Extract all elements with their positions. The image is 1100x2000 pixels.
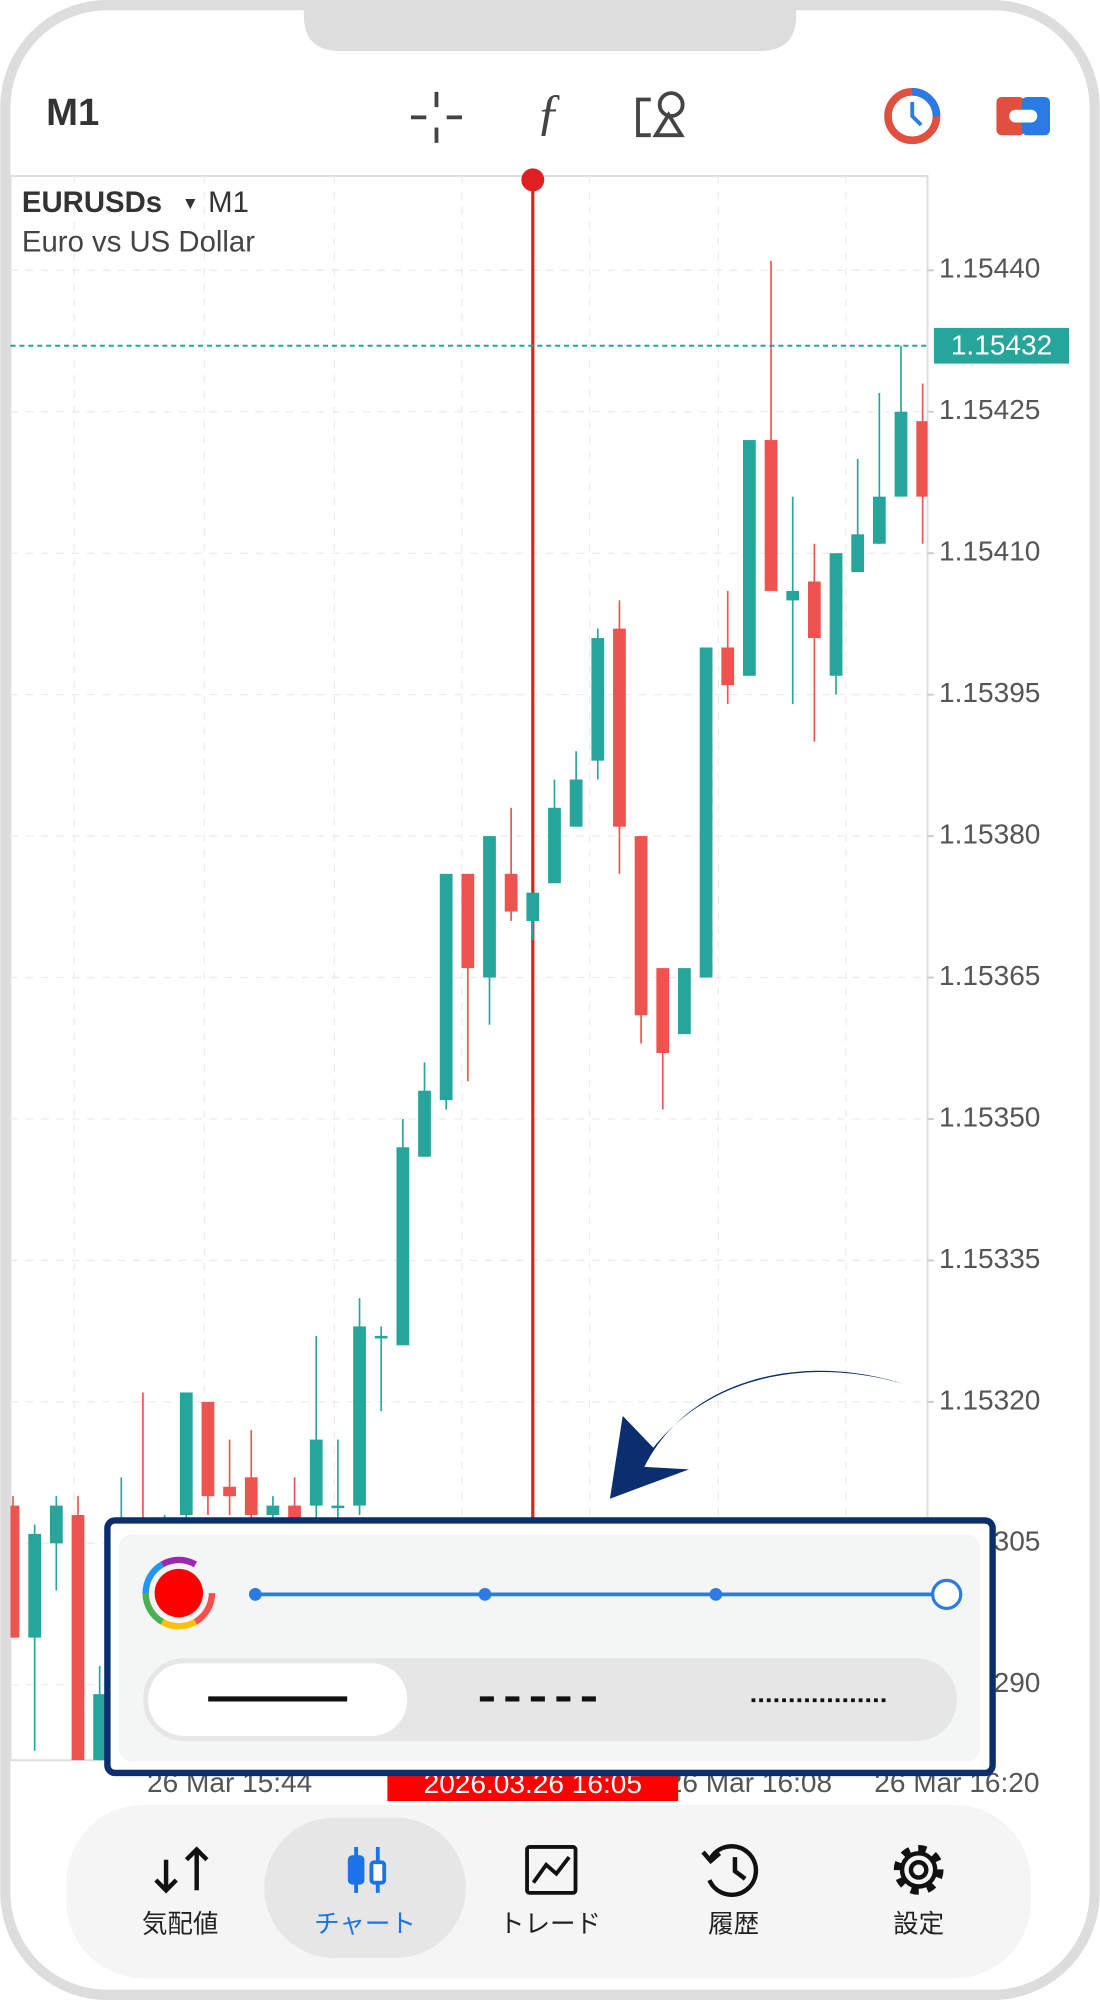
- line-style-panel: [104, 1517, 996, 1777]
- nav-chart[interactable]: チャート: [314, 1911, 416, 1939]
- trade-button[interactable]: [996, 96, 1050, 136]
- nav-quotes[interactable]: 気配値: [142, 1911, 219, 1939]
- candle-body: [223, 1486, 236, 1497]
- candle-body: [851, 534, 865, 573]
- notch: [303, 0, 797, 52]
- candle-body: [266, 1505, 280, 1516]
- candle-body: [244, 1477, 258, 1516]
- candle-body: [656, 968, 670, 1053]
- last-price-label: 1.15432: [951, 329, 1052, 360]
- crosshair-handle: [521, 168, 545, 192]
- candle-body: [807, 581, 821, 639]
- y-tick-label: 1.15440: [939, 253, 1040, 284]
- candles: [10, 260, 928, 1761]
- candle-body: [569, 779, 583, 827]
- candle-body: [93, 1694, 107, 1761]
- nav-chart-icon: [347, 1846, 387, 1893]
- candle-body: [374, 1335, 388, 1339]
- candle-body: [634, 836, 648, 1016]
- nav-selected: [264, 1817, 466, 1958]
- candle-body: [201, 1401, 215, 1497]
- candle-body: [483, 836, 496, 978]
- candle-body: [504, 873, 518, 912]
- candle-body: [439, 873, 453, 1101]
- candle-body: [331, 1505, 345, 1509]
- y-tick-label: 1.15380: [939, 819, 1040, 850]
- candle-body: [461, 873, 475, 969]
- y-tick-label: 1.15365: [939, 960, 1040, 991]
- candle-body: [743, 440, 756, 676]
- timeframe-button[interactable]: M1: [46, 91, 99, 134]
- callout-arrow: [609, 1370, 904, 1499]
- symbol-description: Euro vs US Dollar: [22, 225, 255, 258]
- candle-body: [678, 968, 691, 1035]
- y-tick-label: 1.15320: [939, 1384, 1040, 1415]
- candle-body: [71, 1515, 85, 1761]
- candle-body: [786, 590, 800, 601]
- indicator-tool[interactable]: ƒ: [536, 85, 562, 141]
- nav-trade[interactable]: トレード: [499, 1911, 601, 1939]
- width-slider[interactable]: [248, 1578, 963, 1611]
- candle-body: [894, 411, 908, 497]
- symbol-dropdown[interactable]: [185, 198, 196, 210]
- last-price-box: [933, 327, 1070, 364]
- candle-body: [179, 1392, 193, 1516]
- y-tick-label: 1.15350: [939, 1101, 1040, 1132]
- candle-body: [526, 892, 540, 921]
- candle-body: [309, 1439, 323, 1506]
- candle-body: [591, 638, 605, 761]
- candle-body: [916, 421, 928, 497]
- candle-body: [353, 1326, 366, 1506]
- candle-body: [28, 1533, 42, 1638]
- candle-body: [418, 1090, 431, 1157]
- candle-body: [764, 440, 778, 591]
- candle-body: [829, 553, 843, 676]
- nav-settings[interactable]: 設定: [893, 1911, 944, 1939]
- symbol-timeframe: M1: [208, 186, 249, 219]
- candle-body: [699, 647, 713, 978]
- candle-body: [548, 807, 561, 884]
- y-tick-label: 1.15335: [939, 1243, 1040, 1274]
- candle-body: [49, 1505, 63, 1544]
- color-picker[interactable]: [142, 1556, 216, 1630]
- y-tick-label: 1.15395: [939, 677, 1040, 708]
- one-click-trading[interactable]: [884, 88, 941, 145]
- candle-body: [613, 628, 626, 827]
- candle-body: [721, 647, 735, 686]
- nav-history-icon: [701, 1844, 759, 1897]
- crosshair-tool[interactable]: [410, 91, 462, 143]
- nav-quotes-icon: [154, 1846, 209, 1894]
- candle-body: [396, 1147, 410, 1346]
- y-tick-label: 1.15425: [939, 394, 1040, 425]
- y-tick-label: 1.15410: [939, 536, 1040, 567]
- candle-body: [872, 496, 886, 544]
- candle-body: [10, 1505, 20, 1638]
- nav-trade-icon: [525, 1845, 578, 1895]
- symbol[interactable]: EURUSDs: [22, 186, 162, 219]
- nav-settings-icon: [893, 1845, 944, 1895]
- nav-history[interactable]: 履歴: [708, 1911, 759, 1939]
- objects-tool[interactable]: [636, 91, 685, 138]
